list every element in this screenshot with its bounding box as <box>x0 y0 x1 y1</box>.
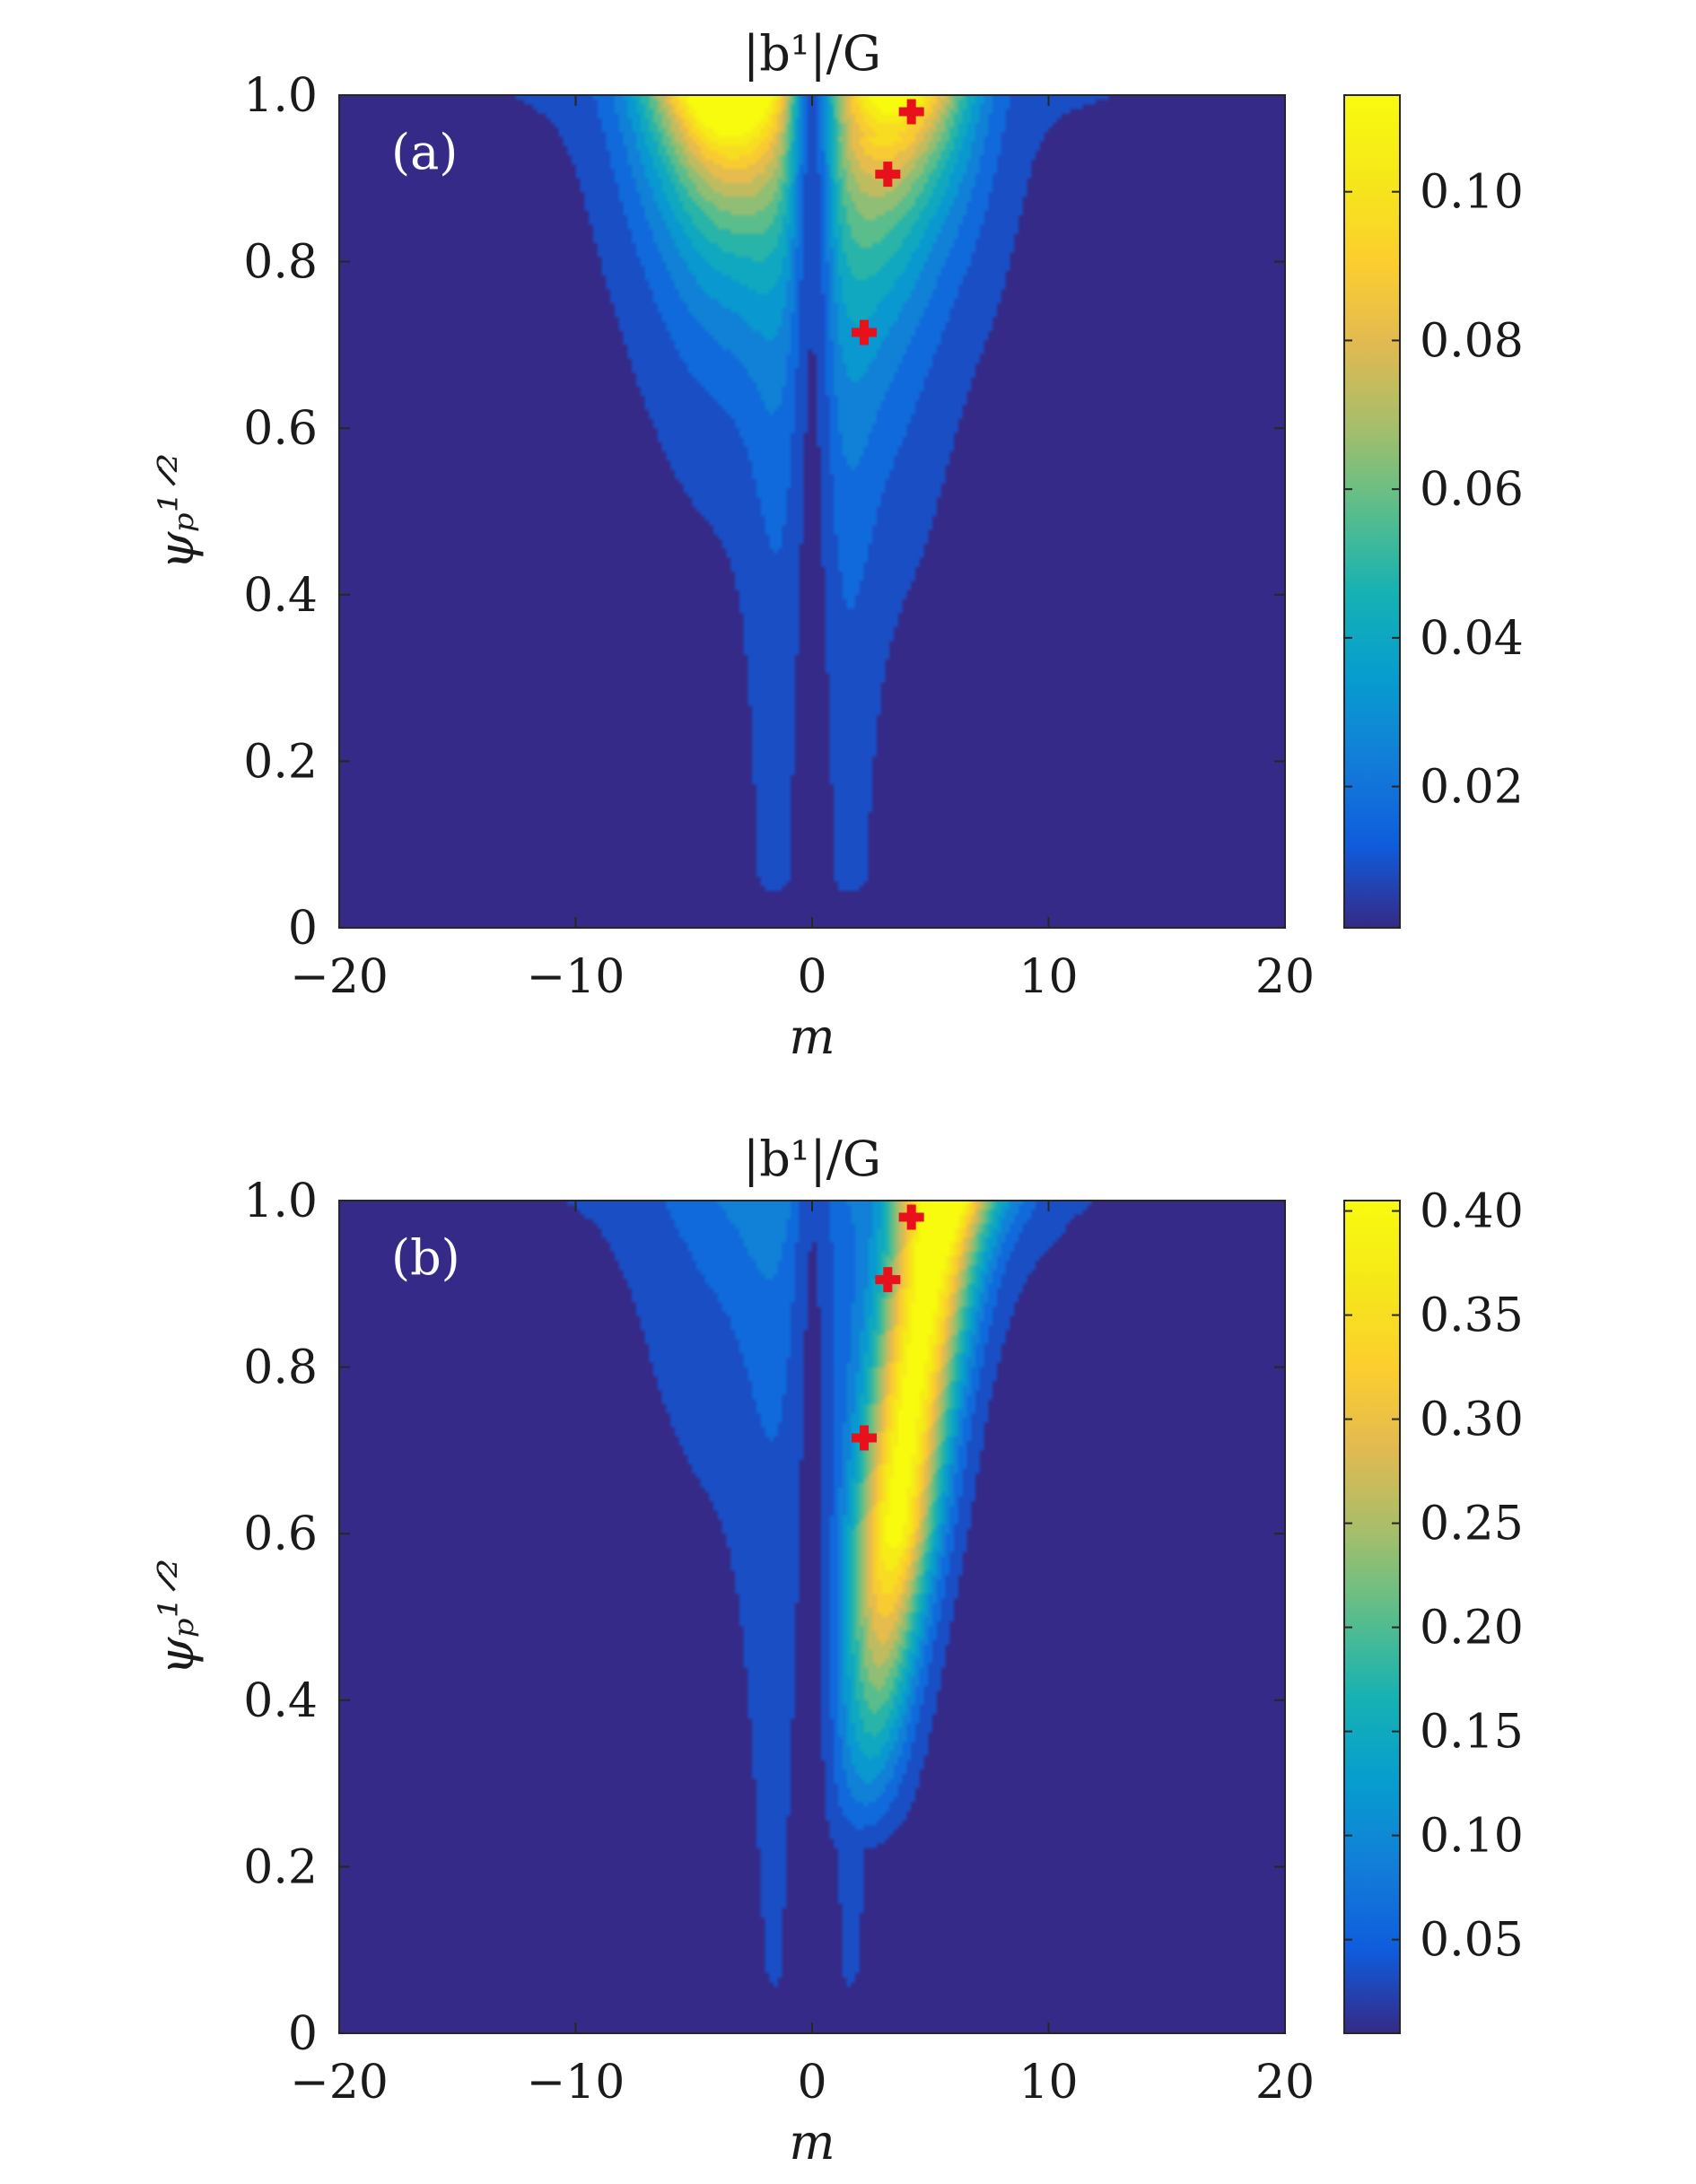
panel-label: (b) <box>391 1229 460 1286</box>
x-tick-label: 0 <box>797 2056 826 2110</box>
colorbar-tick-label: 0.04 <box>1420 612 1524 666</box>
x-tick-label: 10 <box>1018 950 1078 1004</box>
chart-title: |b¹|/G <box>743 25 881 82</box>
panel-label: (a) <box>391 124 458 180</box>
colorbar-tick-label: 0.05 <box>1420 1914 1524 1968</box>
x-axis-label: m <box>789 2114 835 2171</box>
y-tick-label: 0 <box>288 2007 318 2061</box>
x-tick-label: 0 <box>797 950 826 1004</box>
x-tick-label: −10 <box>527 950 625 1004</box>
colorbar-tick-label: 0.10 <box>1420 1810 1524 1864</box>
heatmap-field <box>339 1201 1285 2033</box>
x-tick-label: 20 <box>1255 950 1315 1004</box>
x-tick-label: −10 <box>527 2056 625 2110</box>
colorbar: 0.05 0.10 0.15 0.20 0.25 0.30 0.35 0.40 <box>1343 1185 1524 2034</box>
y-tick-label: 0.6 <box>243 1507 318 1561</box>
marker-plus <box>851 1425 877 1451</box>
x-tick-label: −20 <box>290 950 389 1004</box>
colorbar-tick-label: 0.30 <box>1420 1393 1524 1447</box>
y-tick-label: 0.8 <box>243 1341 318 1395</box>
y-tick-label: 1.0 <box>243 1175 318 1228</box>
colorbar-scale <box>1343 94 1401 929</box>
heatmap-field <box>339 95 1285 928</box>
chart-panel-b: −20 −10 0 10 20 0 0.2 0.4 0.6 0.8 1.0 |b¹|/G m ψₚ¹ᐟ² (… <box>148 1131 1524 2171</box>
y-tick-label: 0.4 <box>243 569 318 623</box>
colorbar-tick-label: 0.06 <box>1420 463 1524 517</box>
colorbar-tick-label: 0.02 <box>1420 761 1524 815</box>
y-tick-label: 0.8 <box>243 236 318 290</box>
x-tick-label: 10 <box>1018 2056 1078 2110</box>
y-tick-label: 0.6 <box>243 402 318 456</box>
marker-plus <box>875 162 901 188</box>
y-tick-label: 0 <box>288 902 318 956</box>
y-tick-label: 0.2 <box>243 735 318 789</box>
marker-plus <box>898 99 924 125</box>
colorbar-tick-label: 0.25 <box>1420 1498 1524 1551</box>
colorbar-tick-label: 0.15 <box>1420 1706 1524 1760</box>
colorbar-tick-label: 0.20 <box>1420 1602 1524 1655</box>
x-tick-label: 20 <box>1255 2056 1315 2110</box>
marker-plus <box>898 1204 924 1230</box>
colorbar-tick-label: 0.40 <box>1420 1185 1524 1239</box>
colorbar-tick-label: 0.10 <box>1420 166 1524 220</box>
chart-title: |b¹|/G <box>743 1131 881 1187</box>
colorbar: 0.02 0.04 0.06 0.08 0.10 <box>1343 94 1524 929</box>
x-axis-label: m <box>789 1009 835 1065</box>
colorbar-tick-label: 0.08 <box>1420 314 1524 368</box>
y-tick-label: 0.2 <box>243 1840 318 1894</box>
marker-plus <box>851 319 877 345</box>
colorbar-tick-label: 0.35 <box>1420 1289 1524 1343</box>
chart-panel-a: −20 −10 0 10 20 0 0.2 0.4 0.6 0.8 1.0 |b¹|/G m ψₚ¹ᐟ² (… <box>148 25 1524 1065</box>
x-tick-label: −20 <box>290 2056 389 2110</box>
marker-plus <box>875 1267 901 1293</box>
y-tick-label: 0.4 <box>243 1674 318 1728</box>
y-tick-label: 1.0 <box>243 69 318 123</box>
y-axis-label: ψₚ¹ᐟ² <box>148 453 205 570</box>
y-axis-label: ψₚ¹ᐟ² <box>148 1559 205 1675</box>
colorbar-scale <box>1343 1200 1401 2034</box>
